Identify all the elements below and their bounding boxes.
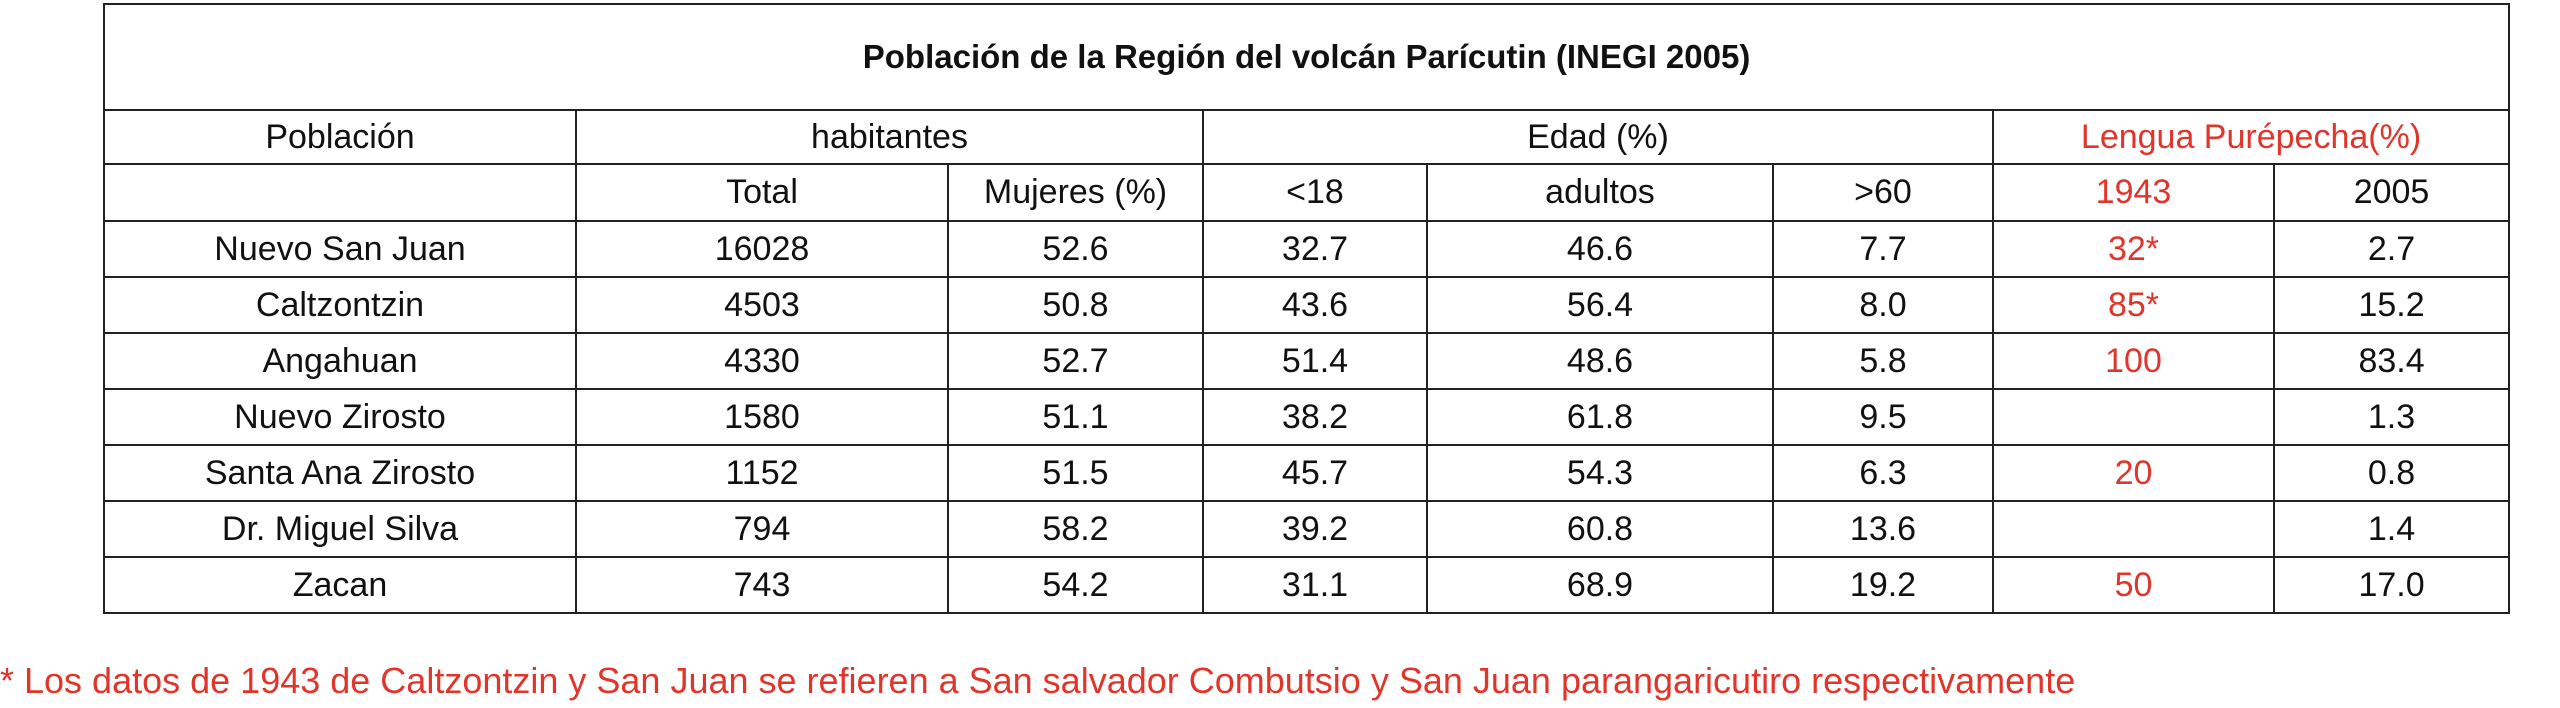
cell: 7.7 xyxy=(1772,220,1994,278)
cell: <18 xyxy=(1202,163,1428,222)
group-header-row: Población habitantes Edad (%) Lengua Pur… xyxy=(103,109,2511,165)
cell: Nuevo San Juan xyxy=(103,220,577,278)
header-cell: Población xyxy=(103,109,577,165)
cell: 46.6 xyxy=(1426,220,1774,278)
cell: 48.6 xyxy=(1426,332,1774,390)
cell: 1943 xyxy=(1992,163,2275,222)
cell: 17.0 xyxy=(2272,556,2511,614)
cell: Santa Ana Zirosto xyxy=(103,444,577,502)
cell: 4330 xyxy=(575,332,949,390)
footnote: * Los datos de 1943 de Caltzontzin y San… xyxy=(0,660,2076,701)
cell: Angahuan xyxy=(103,332,577,390)
data-row: Angahuan 4330 52.7 51.4 48.6 5.8 100 83.4 xyxy=(103,332,2511,390)
cell: 0.8 xyxy=(2272,444,2511,502)
cell: 54.3 xyxy=(1426,444,1774,502)
cell: 8.0 xyxy=(1772,276,1994,334)
cell: 51.5 xyxy=(947,444,1204,502)
cell: 51.1 xyxy=(947,388,1204,446)
header-cell: habitantes xyxy=(575,109,1204,165)
data-row: Santa Ana Zirosto 1152 51.5 45.7 54.3 6.3 20 0.… xyxy=(103,444,2511,502)
cell: 9.5 xyxy=(1772,388,1994,446)
data-row: Nuevo Zirosto 1580 51.1 38.2 61.8 9.5 1.3 xyxy=(103,388,2511,446)
cell: 20 xyxy=(1992,444,2275,502)
cell xyxy=(1992,500,2275,558)
cell: 6.3 xyxy=(1772,444,1994,502)
cell: 1.4 xyxy=(2272,500,2511,558)
cell: 13.6 xyxy=(1772,500,1994,558)
cell: 16028 xyxy=(575,220,949,278)
cell: 100 xyxy=(1992,332,2275,390)
cell: 32.7 xyxy=(1202,220,1428,278)
cell: 19.2 xyxy=(1772,556,1994,614)
cell: 50 xyxy=(1992,556,2275,614)
population-table: Población de la Región del volcán Parícu… xyxy=(102,3,2511,614)
cell: 56.4 xyxy=(1426,276,1774,334)
data-row: Caltzontzin 4503 50.8 43.6 56.4 8.0 85* 15.2 xyxy=(103,276,2511,334)
cell: 61.8 xyxy=(1426,388,1774,446)
cell: >60 xyxy=(1772,163,1994,222)
cell: Caltzontzin xyxy=(103,276,577,334)
header-cell: Edad (%) xyxy=(1202,109,1994,165)
cell: 2005 xyxy=(2272,163,2511,222)
sub-header-row: Total Mujeres (%) <18 adultos >60 1943 2005 xyxy=(103,163,2511,222)
cell: 743 xyxy=(575,556,949,614)
cell: 1152 xyxy=(575,444,949,502)
cell: 31.1 xyxy=(1202,556,1428,614)
cell: 85* xyxy=(1992,276,2275,334)
cell: Nuevo Zirosto xyxy=(103,388,577,446)
cell: 1.3 xyxy=(2272,388,2511,446)
cell: 1580 xyxy=(575,388,949,446)
cell: Total xyxy=(575,163,949,222)
table-body: Población de la Región del volcán Parícu… xyxy=(102,3,2511,614)
cell: 32* xyxy=(1992,220,2275,278)
cell: 39.2 xyxy=(1202,500,1428,558)
data-row: Dr. Miguel Silva 794 58.2 39.2 60.8 13.6 1.4 xyxy=(103,500,2511,558)
cell: 5.8 xyxy=(1772,332,1994,390)
title-row: Población de la Región del volcán Parícu… xyxy=(102,3,2511,111)
header-cell: Lengua Purépecha(%) xyxy=(1991,109,2511,165)
cell: 54.2 xyxy=(947,556,1204,614)
data-row: Zacan 743 54.2 31.1 68.9 19.2 50 17.0 xyxy=(103,556,2511,614)
cell: 58.2 xyxy=(947,500,1204,558)
cell: 15.2 xyxy=(2272,276,2511,334)
cell xyxy=(1992,388,2275,446)
cell: 52.6 xyxy=(947,220,1204,278)
cell: 68.9 xyxy=(1426,556,1774,614)
cell: 794 xyxy=(575,500,949,558)
cell: 2.7 xyxy=(2272,220,2511,278)
cell: 43.6 xyxy=(1202,276,1428,334)
cell: 4503 xyxy=(575,276,949,334)
cell: 60.8 xyxy=(1426,500,1774,558)
cell: Dr. Miguel Silva xyxy=(103,500,577,558)
cell: 51.4 xyxy=(1202,332,1428,390)
cell: 52.7 xyxy=(947,332,1204,390)
header-cell xyxy=(103,163,577,222)
cell: Zacan xyxy=(103,556,577,614)
table-title: Población de la Región del volcán Parícu… xyxy=(102,3,2511,111)
cell: 50.8 xyxy=(947,276,1204,334)
cell: adultos xyxy=(1426,163,1774,222)
data-row: Nuevo San Juan 16028 52.6 32.7 46.6 7.7 32* 2.7 xyxy=(103,220,2511,278)
cell: 45.7 xyxy=(1202,444,1428,502)
cell: 83.4 xyxy=(2272,332,2511,390)
cell: Mujeres (%) xyxy=(947,163,1204,222)
cell: 38.2 xyxy=(1202,388,1428,446)
